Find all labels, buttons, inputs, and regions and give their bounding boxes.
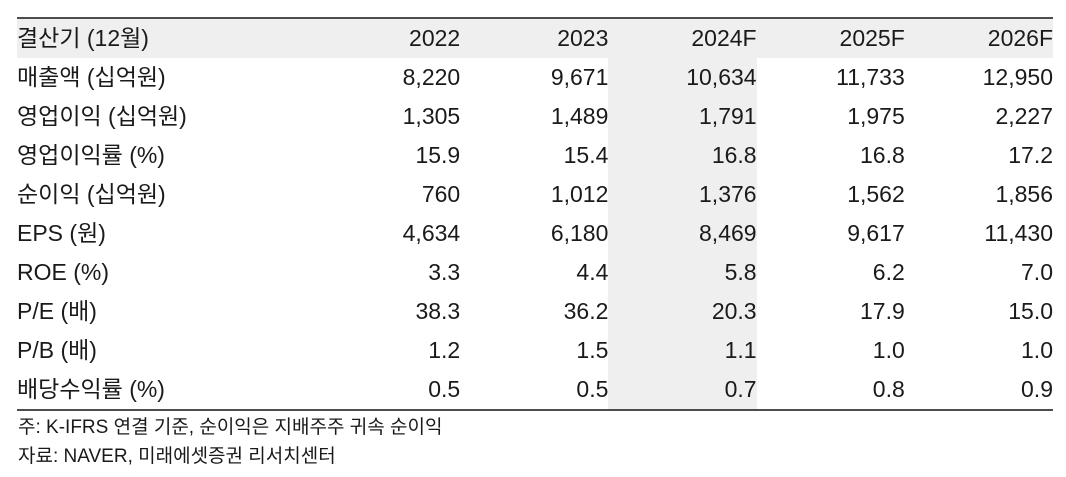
cell-2025F: 17.9	[860, 298, 905, 324]
cell-2022: 1.2	[428, 337, 461, 363]
table-row: 영업이익률 (%) 15.9 15.4 16.8 16.8 17.2	[17, 136, 1053, 175]
cell-2024F: 16.8	[608, 136, 757, 175]
cell-2026F: 2,227	[995, 103, 1053, 129]
header-year-2022: 2022	[409, 25, 461, 51]
cell-2022: 1,305	[402, 103, 461, 129]
cell-2024F: 20.3	[608, 292, 757, 331]
cell-2026F: 15.0	[1008, 298, 1053, 324]
footnote-basis: 주: K-IFRS 연결 기준, 순이익은 지배주주 귀속 순이익	[18, 417, 443, 438]
cell-2025F: 1,975	[847, 103, 905, 129]
cell-2026F: 0.9	[1021, 376, 1053, 402]
row-label: P/E (배)	[17, 298, 97, 324]
row-label: 배당수익률 (%)	[17, 376, 165, 402]
cell-2025F: 11,733	[836, 64, 905, 90]
row-label: EPS (원)	[17, 220, 106, 246]
table-row: EPS (원) 4,634 6,180 8,469 9,617 11,430	[17, 214, 1053, 253]
cell-2023: 0.5	[576, 376, 609, 402]
cell-2024F: 0.7	[608, 370, 757, 410]
table-body: 매출액 (십억원) 8,220 9,671 10,634 11,733 12,950 영업이…	[17, 58, 1053, 410]
cell-2026F: 1,856	[995, 181, 1053, 207]
table-row: 순이익 (십억원) 760 1,012 1,376 1,562 1,856	[17, 175, 1053, 214]
header-year-2026f: 2026F	[987, 25, 1053, 51]
cell-2023: 1,489	[550, 103, 609, 129]
cell-2024F: 5.8	[608, 253, 757, 292]
cell-2025F: 9,617	[847, 220, 905, 246]
row-label: 매출액 (십억원)	[17, 64, 166, 90]
row-label: P/B (배)	[17, 337, 97, 363]
row-label: ROE (%)	[17, 259, 109, 285]
cell-2026F: 7.0	[1021, 259, 1053, 285]
cell-2026F: 12,950	[982, 64, 1053, 90]
cell-2022: 8,220	[402, 64, 461, 90]
cell-2023: 15.4	[563, 142, 609, 168]
cell-2023: 6,180	[550, 220, 609, 246]
header-year-2024f: 2024F	[691, 25, 757, 51]
cell-2023: 1.5	[576, 337, 609, 363]
table-row: ROE (%) 3.3 4.4 5.8 6.2 7.0	[17, 253, 1053, 292]
footnote-source: 자료: NAVER, 미래에셋증권 리서치센터	[18, 446, 336, 467]
cell-2022: 3.3	[428, 259, 461, 285]
table-footnotes: 주: K-IFRS 연결 기준, 순이익은 지배주주 귀속 순이익 자료: NA…	[18, 413, 442, 471]
table-row: P/B (배) 1.2 1.5 1.1 1.0 1.0	[17, 331, 1053, 370]
cell-2022: 760	[421, 181, 461, 207]
cell-2023: 1,012	[550, 181, 609, 207]
cell-2023: 36.2	[563, 298, 609, 324]
table-header-row: 결산기 (12월) 2022 2023 2024F 2025F 2026F	[17, 18, 1053, 58]
row-label: 영업이익률 (%)	[17, 142, 165, 168]
table-row: 매출액 (십억원) 8,220 9,671 10,634 11,733 12,950	[17, 58, 1053, 97]
cell-2023: 4.4	[576, 259, 609, 285]
cell-2022: 15.9	[415, 142, 461, 168]
table-row: 영업이익 (십억원) 1,305 1,489 1,791 1,975 2,227	[17, 97, 1053, 136]
cell-2023: 9,671	[550, 64, 609, 90]
cell-2025F: 0.8	[872, 376, 905, 402]
row-label: 순이익 (십억원)	[17, 181, 166, 207]
header-year-2025f: 2025F	[839, 25, 905, 51]
cell-2022: 4,634	[402, 220, 461, 246]
cell-2022: 0.5	[428, 376, 461, 402]
header-year-2023: 2023	[557, 25, 609, 51]
cell-2026F: 17.2	[1008, 142, 1053, 168]
cell-2024F: 1,791	[608, 97, 757, 136]
cell-2024F: 1,376	[608, 175, 757, 214]
cell-2025F: 16.8	[860, 142, 905, 168]
header-fiscal-period: 결산기 (12월)	[17, 25, 149, 51]
cell-2022: 38.3	[415, 298, 461, 324]
cell-2025F: 6.2	[872, 259, 905, 285]
row-label: 영업이익 (십억원)	[17, 103, 187, 129]
cell-2024F: 8,469	[608, 214, 757, 253]
table-row: P/E (배) 38.3 36.2 20.3 17.9 15.0	[17, 292, 1053, 331]
cell-2026F: 11,430	[984, 220, 1053, 246]
cell-2025F: 1.0	[872, 337, 905, 363]
cell-2024F: 10,634	[608, 58, 757, 97]
financial-summary-table: 결산기 (12월) 2022 2023 2024F 2025F 2026F 매출…	[17, 17, 1053, 411]
cell-2024F: 1.1	[608, 331, 757, 370]
cell-2025F: 1,562	[847, 181, 905, 207]
cell-2026F: 1.0	[1021, 337, 1053, 363]
table-row: 배당수익률 (%) 0.5 0.5 0.7 0.8 0.9	[17, 370, 1053, 410]
